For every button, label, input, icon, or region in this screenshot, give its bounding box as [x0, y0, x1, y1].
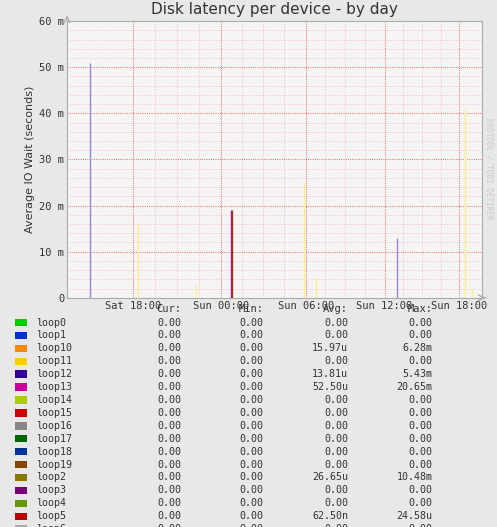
Text: 10.48m: 10.48m: [397, 473, 432, 482]
Text: 0.00: 0.00: [240, 395, 263, 405]
Text: 0.00: 0.00: [324, 447, 348, 456]
Text: 0.00: 0.00: [240, 511, 263, 521]
Text: loop2: loop2: [36, 473, 66, 482]
Text: 0.00: 0.00: [409, 318, 432, 327]
Text: loop15: loop15: [36, 408, 72, 418]
Text: loop5: loop5: [36, 511, 66, 521]
Text: 0.00: 0.00: [240, 318, 263, 327]
Text: 0.00: 0.00: [158, 356, 181, 366]
Text: 0.00: 0.00: [240, 382, 263, 392]
Text: 24.58u: 24.58u: [397, 511, 432, 521]
Text: 0.00: 0.00: [324, 434, 348, 444]
Text: loop1: loop1: [36, 330, 66, 340]
Text: loop6: loop6: [36, 524, 66, 527]
Text: 0.00: 0.00: [240, 434, 263, 444]
Text: 0.00: 0.00: [324, 460, 348, 470]
Text: 0.00: 0.00: [158, 511, 181, 521]
Text: 0.00: 0.00: [240, 344, 263, 353]
Text: 0.00: 0.00: [158, 524, 181, 527]
Text: 0.00: 0.00: [240, 421, 263, 431]
Text: 0.00: 0.00: [158, 330, 181, 340]
Text: 0.00: 0.00: [409, 408, 432, 418]
Text: 0.00: 0.00: [409, 485, 432, 495]
Text: Max:: Max:: [408, 304, 432, 314]
Text: 0.00: 0.00: [158, 382, 181, 392]
Text: 0.00: 0.00: [409, 447, 432, 456]
Text: 0.00: 0.00: [158, 369, 181, 379]
Text: 0.00: 0.00: [324, 499, 348, 508]
Text: 26.65u: 26.65u: [312, 473, 348, 482]
Text: 0.00: 0.00: [409, 330, 432, 340]
Text: 0.00: 0.00: [240, 330, 263, 340]
Text: 62.50n: 62.50n: [312, 511, 348, 521]
Text: Avg:: Avg:: [323, 304, 348, 314]
Text: 0.00: 0.00: [324, 421, 348, 431]
Text: 0.00: 0.00: [158, 473, 181, 482]
Text: 0.00: 0.00: [158, 344, 181, 353]
Text: loop0: loop0: [36, 318, 66, 327]
Text: loop11: loop11: [36, 356, 72, 366]
Text: 0.00: 0.00: [158, 460, 181, 470]
Text: loop13: loop13: [36, 382, 72, 392]
Text: loop10: loop10: [36, 344, 72, 353]
Text: loop14: loop14: [36, 395, 72, 405]
Text: loop17: loop17: [36, 434, 72, 444]
Text: 0.00: 0.00: [158, 408, 181, 418]
Text: 0.00: 0.00: [158, 421, 181, 431]
Text: 0.00: 0.00: [324, 485, 348, 495]
Text: 0.00: 0.00: [409, 421, 432, 431]
Text: 0.00: 0.00: [158, 318, 181, 327]
Text: 0.00: 0.00: [324, 330, 348, 340]
Text: 5.43m: 5.43m: [403, 369, 432, 379]
Text: 0.00: 0.00: [240, 356, 263, 366]
Text: 13.81u: 13.81u: [312, 369, 348, 379]
Text: 0.00: 0.00: [324, 395, 348, 405]
Text: loop4: loop4: [36, 499, 66, 508]
Text: 0.00: 0.00: [324, 524, 348, 527]
Text: loop19: loop19: [36, 460, 72, 470]
Text: loop18: loop18: [36, 447, 72, 456]
Text: loop12: loop12: [36, 369, 72, 379]
Text: loop16: loop16: [36, 421, 72, 431]
Text: 0.00: 0.00: [158, 395, 181, 405]
Text: 0.00: 0.00: [240, 447, 263, 456]
Text: 0.00: 0.00: [240, 499, 263, 508]
Title: Disk latency per device - by day: Disk latency per device - by day: [151, 2, 398, 17]
Text: 52.50u: 52.50u: [312, 382, 348, 392]
Y-axis label: Average IO Wait (seconds): Average IO Wait (seconds): [25, 86, 35, 233]
Text: 0.00: 0.00: [158, 447, 181, 456]
Text: 0.00: 0.00: [409, 356, 432, 366]
Text: 0.00: 0.00: [240, 369, 263, 379]
Text: 15.97u: 15.97u: [312, 344, 348, 353]
Text: 6.28m: 6.28m: [403, 344, 432, 353]
Text: 0.00: 0.00: [409, 499, 432, 508]
Text: 0.00: 0.00: [240, 408, 263, 418]
Text: Min:: Min:: [239, 304, 263, 314]
Text: 0.00: 0.00: [409, 524, 432, 527]
Text: 0.00: 0.00: [324, 318, 348, 327]
Text: loop3: loop3: [36, 485, 66, 495]
Text: RRDTOOL / TOBI OETIKER: RRDTOOL / TOBI OETIKER: [485, 118, 494, 220]
Text: 0.00: 0.00: [409, 434, 432, 444]
Text: 0.00: 0.00: [158, 485, 181, 495]
Text: 0.00: 0.00: [240, 485, 263, 495]
Text: 20.65m: 20.65m: [397, 382, 432, 392]
Text: 0.00: 0.00: [158, 434, 181, 444]
Text: 0.00: 0.00: [240, 524, 263, 527]
Text: Cur:: Cur:: [157, 304, 181, 314]
Text: 0.00: 0.00: [158, 499, 181, 508]
Text: 0.00: 0.00: [409, 395, 432, 405]
Text: 0.00: 0.00: [240, 473, 263, 482]
Text: 0.00: 0.00: [324, 408, 348, 418]
Text: 0.00: 0.00: [324, 356, 348, 366]
Text: 0.00: 0.00: [240, 460, 263, 470]
Text: 0.00: 0.00: [409, 460, 432, 470]
